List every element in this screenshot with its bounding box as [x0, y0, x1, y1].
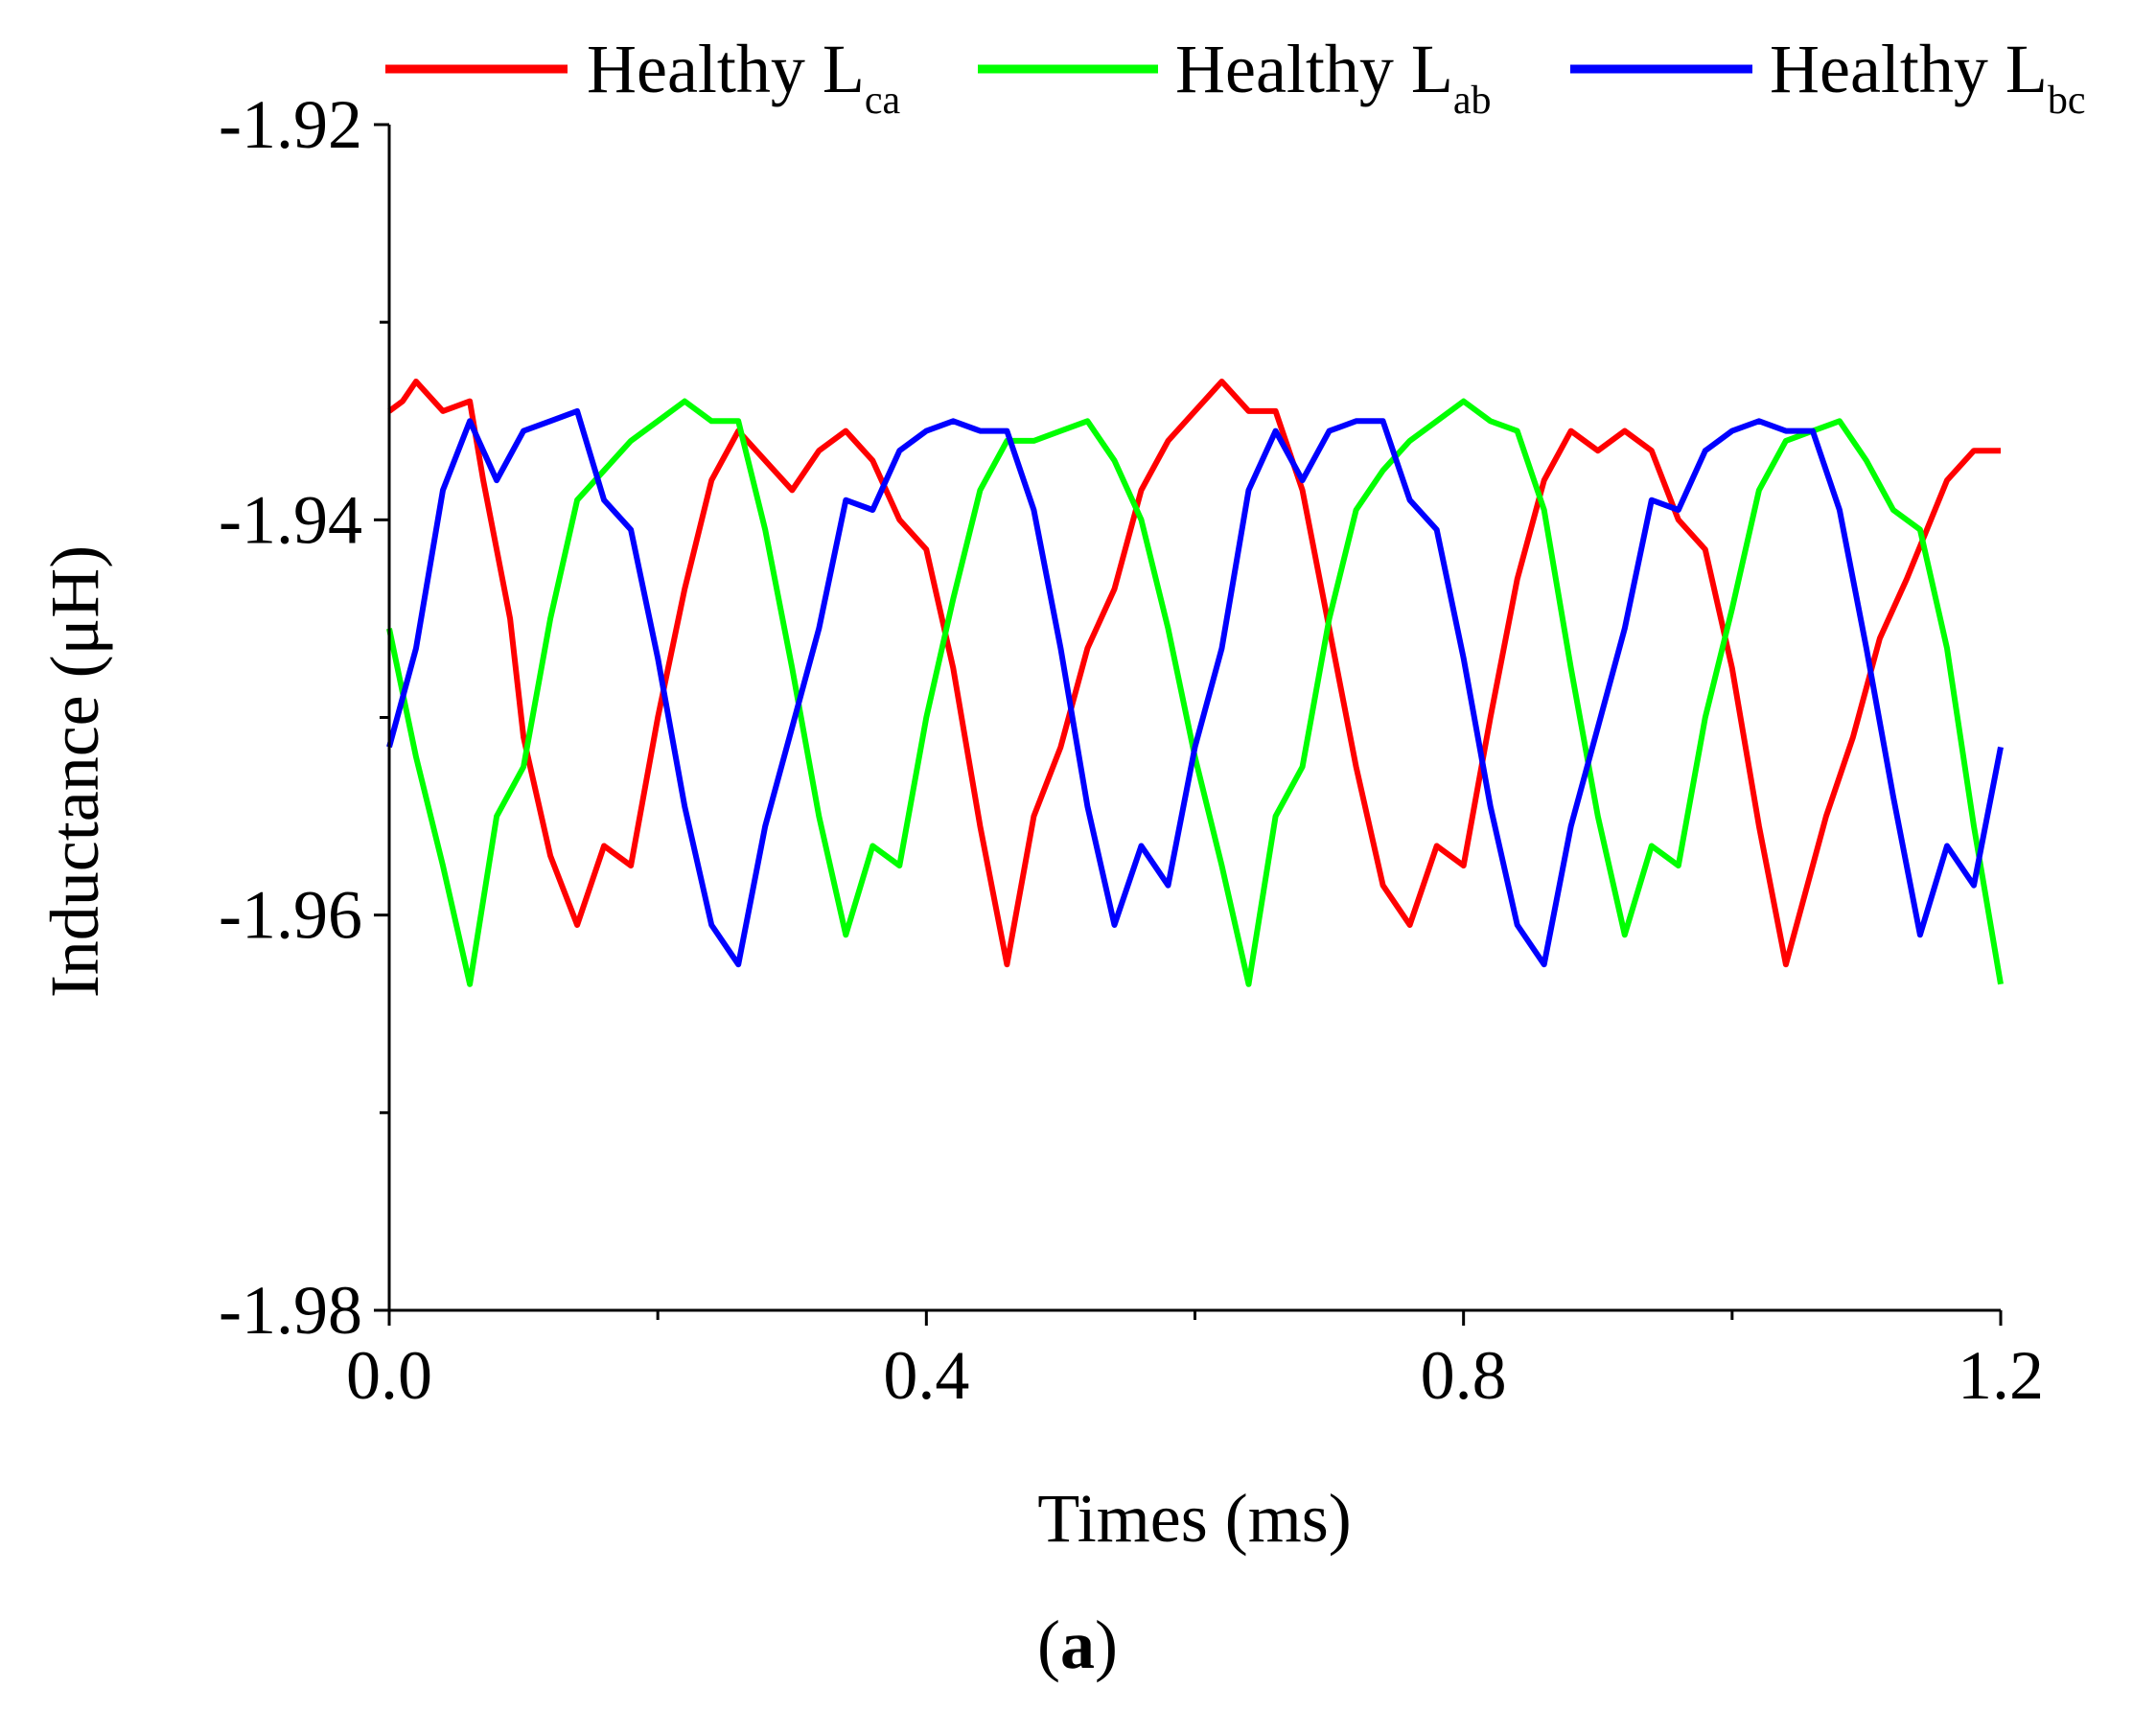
y-tick-label: -1.94: [219, 481, 362, 558]
legend: Healthy Lca Healthy Lab Healthy Lbc: [385, 31, 2086, 123]
y-tick-label: -1.98: [219, 1272, 362, 1349]
x-axis-ticks: 0.0 0.4 0.8 1.2: [346, 1310, 2044, 1414]
x-tick-label: 0.0: [346, 1337, 432, 1414]
series-line-lab: [386, 398, 2004, 987]
series-line-lbc: [386, 407, 2004, 968]
x-axis-title: Times (ms): [1037, 1480, 1351, 1557]
y-tick-label: -1.92: [219, 86, 362, 163]
legend-item-lca: Healthy Lca: [385, 31, 901, 123]
legend-item-lab: Healthy Lab: [978, 31, 1492, 123]
legend-label-lab: Healthy Lab: [1175, 31, 1492, 123]
x-tick-label: 0.4: [883, 1337, 969, 1414]
x-tick-label: 1.2: [1958, 1337, 2044, 1414]
y-axis-ticks: -1.98 -1.96 -1.94 -1.92: [219, 86, 389, 1349]
y-axis-title: Inductance (μH): [36, 545, 113, 998]
series-group: [386, 379, 2004, 987]
legend-label-lbc: Healthy Lbc: [1770, 31, 2086, 123]
figure-caption: (a): [1037, 1606, 1118, 1683]
y-tick-label: -1.96: [219, 877, 362, 954]
legend-label-lca: Healthy Lca: [587, 31, 901, 123]
legend-item-lbc: Healthy Lbc: [1570, 31, 2086, 123]
series-line-lca: [387, 379, 2001, 968]
x-tick-label: 0.8: [1421, 1337, 1507, 1414]
